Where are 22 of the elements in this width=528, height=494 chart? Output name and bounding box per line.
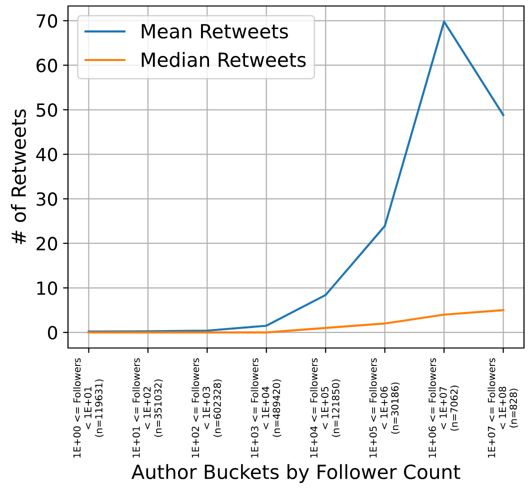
line-series [88,20,504,333]
x-tick-label: 1E+01 <= Followers < 1E+02 (n=351032) [132,358,163,458]
legend-label: Mean Retweets [142,24,288,39]
y-tick-label: 60 [36,58,58,72]
y-tick-label: 20 [36,236,58,250]
x-tick-label: 1E+07 <= Followers < 1E+08 (n=828) [488,358,518,458]
y-tick-label: 70 [36,14,58,28]
y-tick-label: 0 [48,326,58,340]
x-tick-label: 1E+04 <= Followers < 1E+05 (n=121850) [310,358,340,458]
y-axis-title: # of Retweets [10,109,26,244]
x-tick-label: 1E+05 <= Followers < 1E+06 (n=30186) [369,358,400,458]
x-tick-label: 1E+03 <= Followers < 1E+04 (n=489420) [250,358,282,458]
x-axis-title: Author Buckets by Follower Count [131,464,460,483]
x-tick-label: 1E+02 <= Followers < 1E+03 (n=602328) [192,358,222,458]
x-tick-label: 1E+06 <= Followers < 1E+07 (n=7062) [428,358,459,458]
y-tick-label: 30 [36,192,58,206]
x-tick-label: 1E+00 <= Followers < 1E+01 (n=119631) [73,358,104,458]
line-series [88,309,504,334]
y-tick-label: 10 [37,281,58,295]
y-tick-label: 40 [36,148,58,162]
y-tick-label: 50 [36,103,58,117]
legend-label: Median Retweets [142,52,306,68]
